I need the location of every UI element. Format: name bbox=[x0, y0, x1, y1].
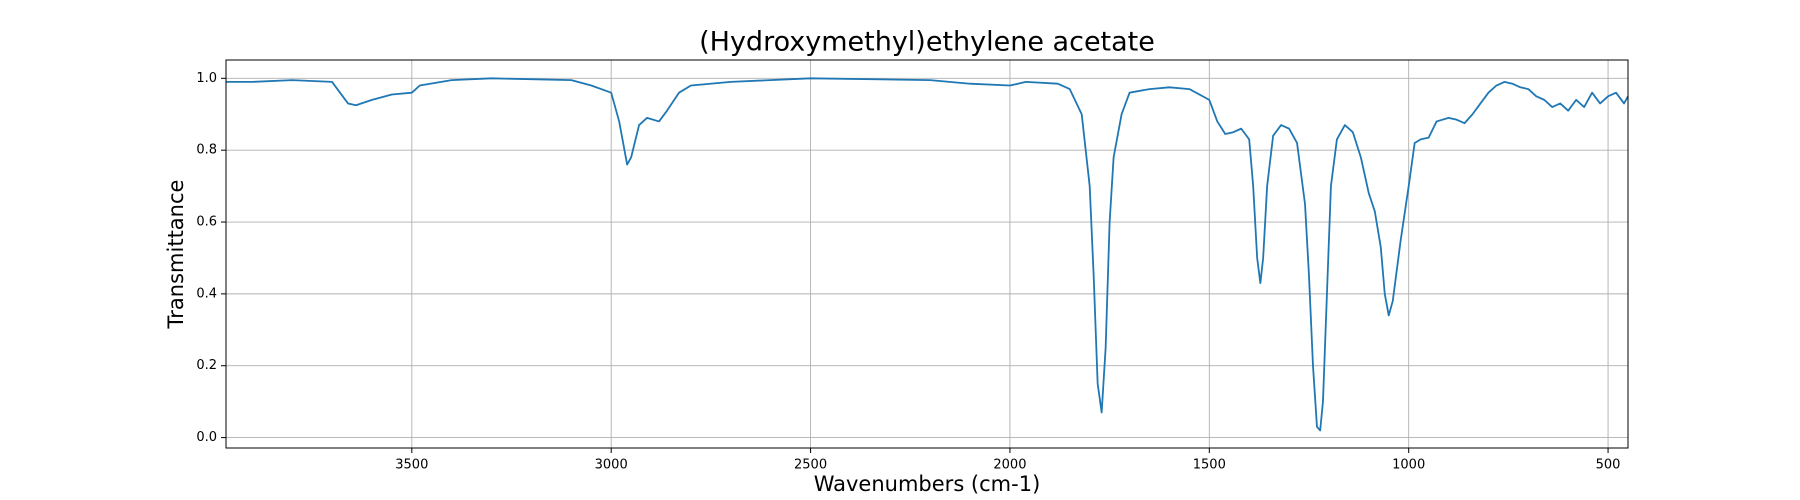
x-tick-label: 3500 bbox=[395, 458, 428, 473]
y-tick-label: 0.6 bbox=[196, 215, 217, 230]
x-tick-label: 1000 bbox=[1392, 458, 1425, 473]
plot-frame bbox=[225, 59, 1629, 449]
y-tick-label: 0.2 bbox=[196, 358, 217, 373]
x-tick-label: 2000 bbox=[993, 458, 1026, 473]
x-axis-label: Wavenumbers (cm-1) bbox=[814, 472, 1041, 496]
x-tick-label: 3000 bbox=[595, 458, 628, 473]
x-tick-label: 500 bbox=[1596, 458, 1621, 473]
y-tick-label: 1.0 bbox=[196, 71, 217, 86]
chart-title: (Hydroxymethyl)ethylene acetate bbox=[699, 27, 1155, 58]
x-tick-label: 2500 bbox=[794, 458, 827, 473]
x-tick-label: 1500 bbox=[1193, 458, 1226, 473]
y-tick-label: 0.4 bbox=[196, 286, 217, 301]
y-tick-label: 0.8 bbox=[196, 143, 217, 158]
spectrum-line bbox=[226, 77, 1629, 432]
y-axis-label: Transmittance bbox=[164, 180, 188, 330]
y-tick-label: 0.0 bbox=[196, 430, 217, 445]
